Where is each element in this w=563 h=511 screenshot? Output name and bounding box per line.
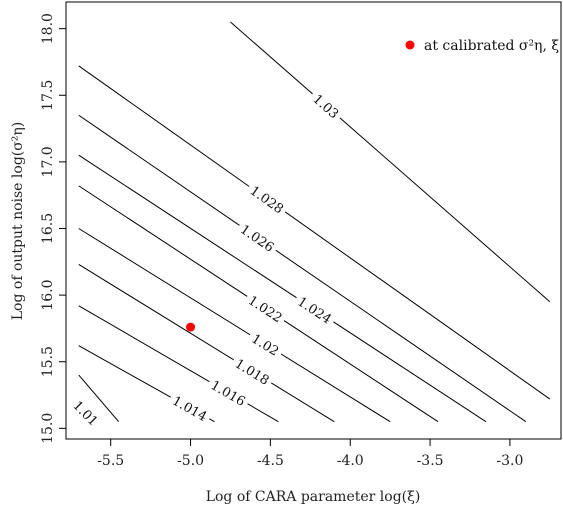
x-axis: -5.5 -5.0 -4.5 -4.0 -3.5 -3.0 (97, 439, 523, 469)
legend-marker (405, 40, 415, 50)
contour-label: 1.022 (245, 293, 284, 326)
contour-label-bg (244, 179, 290, 219)
contour-label-bg (307, 87, 346, 124)
y-tick-label: 15.0 (40, 413, 56, 444)
contour-label-bg (229, 353, 276, 390)
contour-label: 1.018 (232, 357, 272, 389)
x-tick-label: -5.5 (97, 453, 124, 469)
contour-label-bg (166, 390, 214, 426)
contour-label-bg (292, 291, 338, 329)
contour-lines (78, 21, 551, 423)
x-tick-label: -4.5 (257, 453, 284, 469)
y-tick-label: 15.5 (40, 346, 56, 377)
calibrated-point-marker (186, 322, 196, 332)
y-tick-label: 18.0 (40, 13, 56, 44)
contour-line (78, 65, 551, 400)
y-tick-label: 17.0 (40, 146, 56, 177)
contour-label-bg (205, 374, 252, 411)
contour-label: 1.016 (208, 378, 248, 410)
x-tick-label: -5.0 (177, 453, 204, 469)
legend: at calibrated σ²η, ξ (405, 38, 559, 54)
contour-label: 1.024 (294, 295, 333, 328)
x-tick-label: -4.0 (337, 453, 364, 469)
contour-label-group: 1.014 (166, 390, 214, 426)
contour-label: 1.026 (237, 222, 276, 255)
contour-label-bg (242, 289, 289, 328)
contour-line (230, 21, 551, 303)
y-axis-title: Log of output noise log(σ²η) (10, 122, 26, 321)
contour-label-group: 1.02 (245, 328, 286, 361)
y-tick-label: 16.5 (40, 213, 56, 244)
contour-label: 1.014 (169, 394, 209, 425)
contour-label-group: 1.018 (229, 353, 276, 390)
contour-label: 1.028 (247, 184, 286, 218)
contour-label-bg (245, 328, 286, 361)
contour-label-group: 1.022 (242, 289, 289, 328)
contour-label-group: 1.016 (205, 374, 252, 411)
contour-label-group: 1.024 (292, 291, 338, 329)
contour-label-group: 1.01 (67, 394, 105, 432)
contour-label-bg (234, 218, 281, 257)
contour-line (78, 114, 527, 423)
contour-line (78, 154, 487, 423)
y-tick-label: 17.5 (40, 80, 56, 111)
contour-line (78, 228, 391, 423)
contour-label-group: 1.028 (244, 179, 290, 219)
x-tick-label: -3.5 (417, 453, 444, 469)
y-axis: 15.0 15.5 16.0 16.5 17.0 17.5 18.0 (40, 13, 66, 444)
contour-label-bg (67, 394, 105, 432)
contour-line (78, 374, 120, 423)
y-tick-label: 16.0 (40, 280, 56, 311)
x-axis-title: Log of CARA parameter log(ξ) (206, 489, 421, 505)
legend-label: at calibrated σ²η, ξ (424, 38, 559, 54)
contour-label-group: 1.026 (234, 218, 281, 257)
contour-line (78, 264, 335, 423)
plot-frame (65, 1, 562, 440)
x-tick-label: -3.0 (496, 453, 523, 469)
